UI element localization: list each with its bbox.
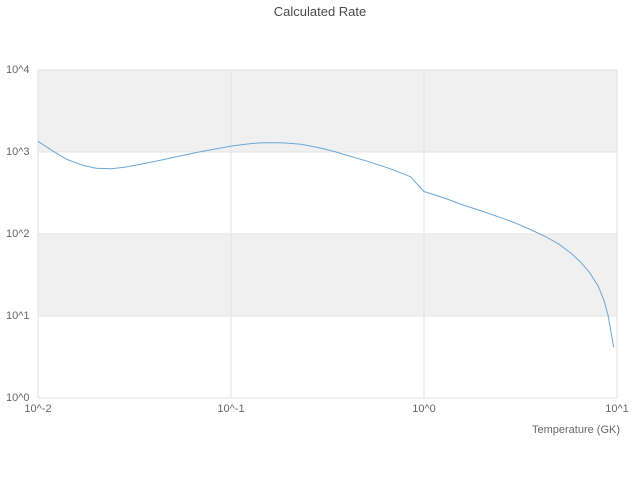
x-tick-label: 10^-1: [217, 403, 245, 415]
x-axis-label: Temperature (GK): [531, 424, 620, 436]
x-tick-label: 10^1: [605, 403, 629, 415]
x-tick-label: 10^-2: [24, 403, 52, 415]
decade-band: [38, 70, 617, 152]
decade-band: [38, 234, 617, 316]
y-tick-label: 10^2: [6, 228, 30, 240]
y-tick-label: 10^0: [6, 392, 30, 404]
y-tick-label: 10^3: [6, 146, 30, 158]
chart-title: Calculated Rate: [273, 4, 367, 19]
rate-line: [37, 140, 615, 348]
x-tick-label: 10^0: [412, 403, 436, 415]
y-tick-label: 10^1: [6, 310, 30, 322]
y-tick-label: 10^4: [6, 64, 30, 76]
